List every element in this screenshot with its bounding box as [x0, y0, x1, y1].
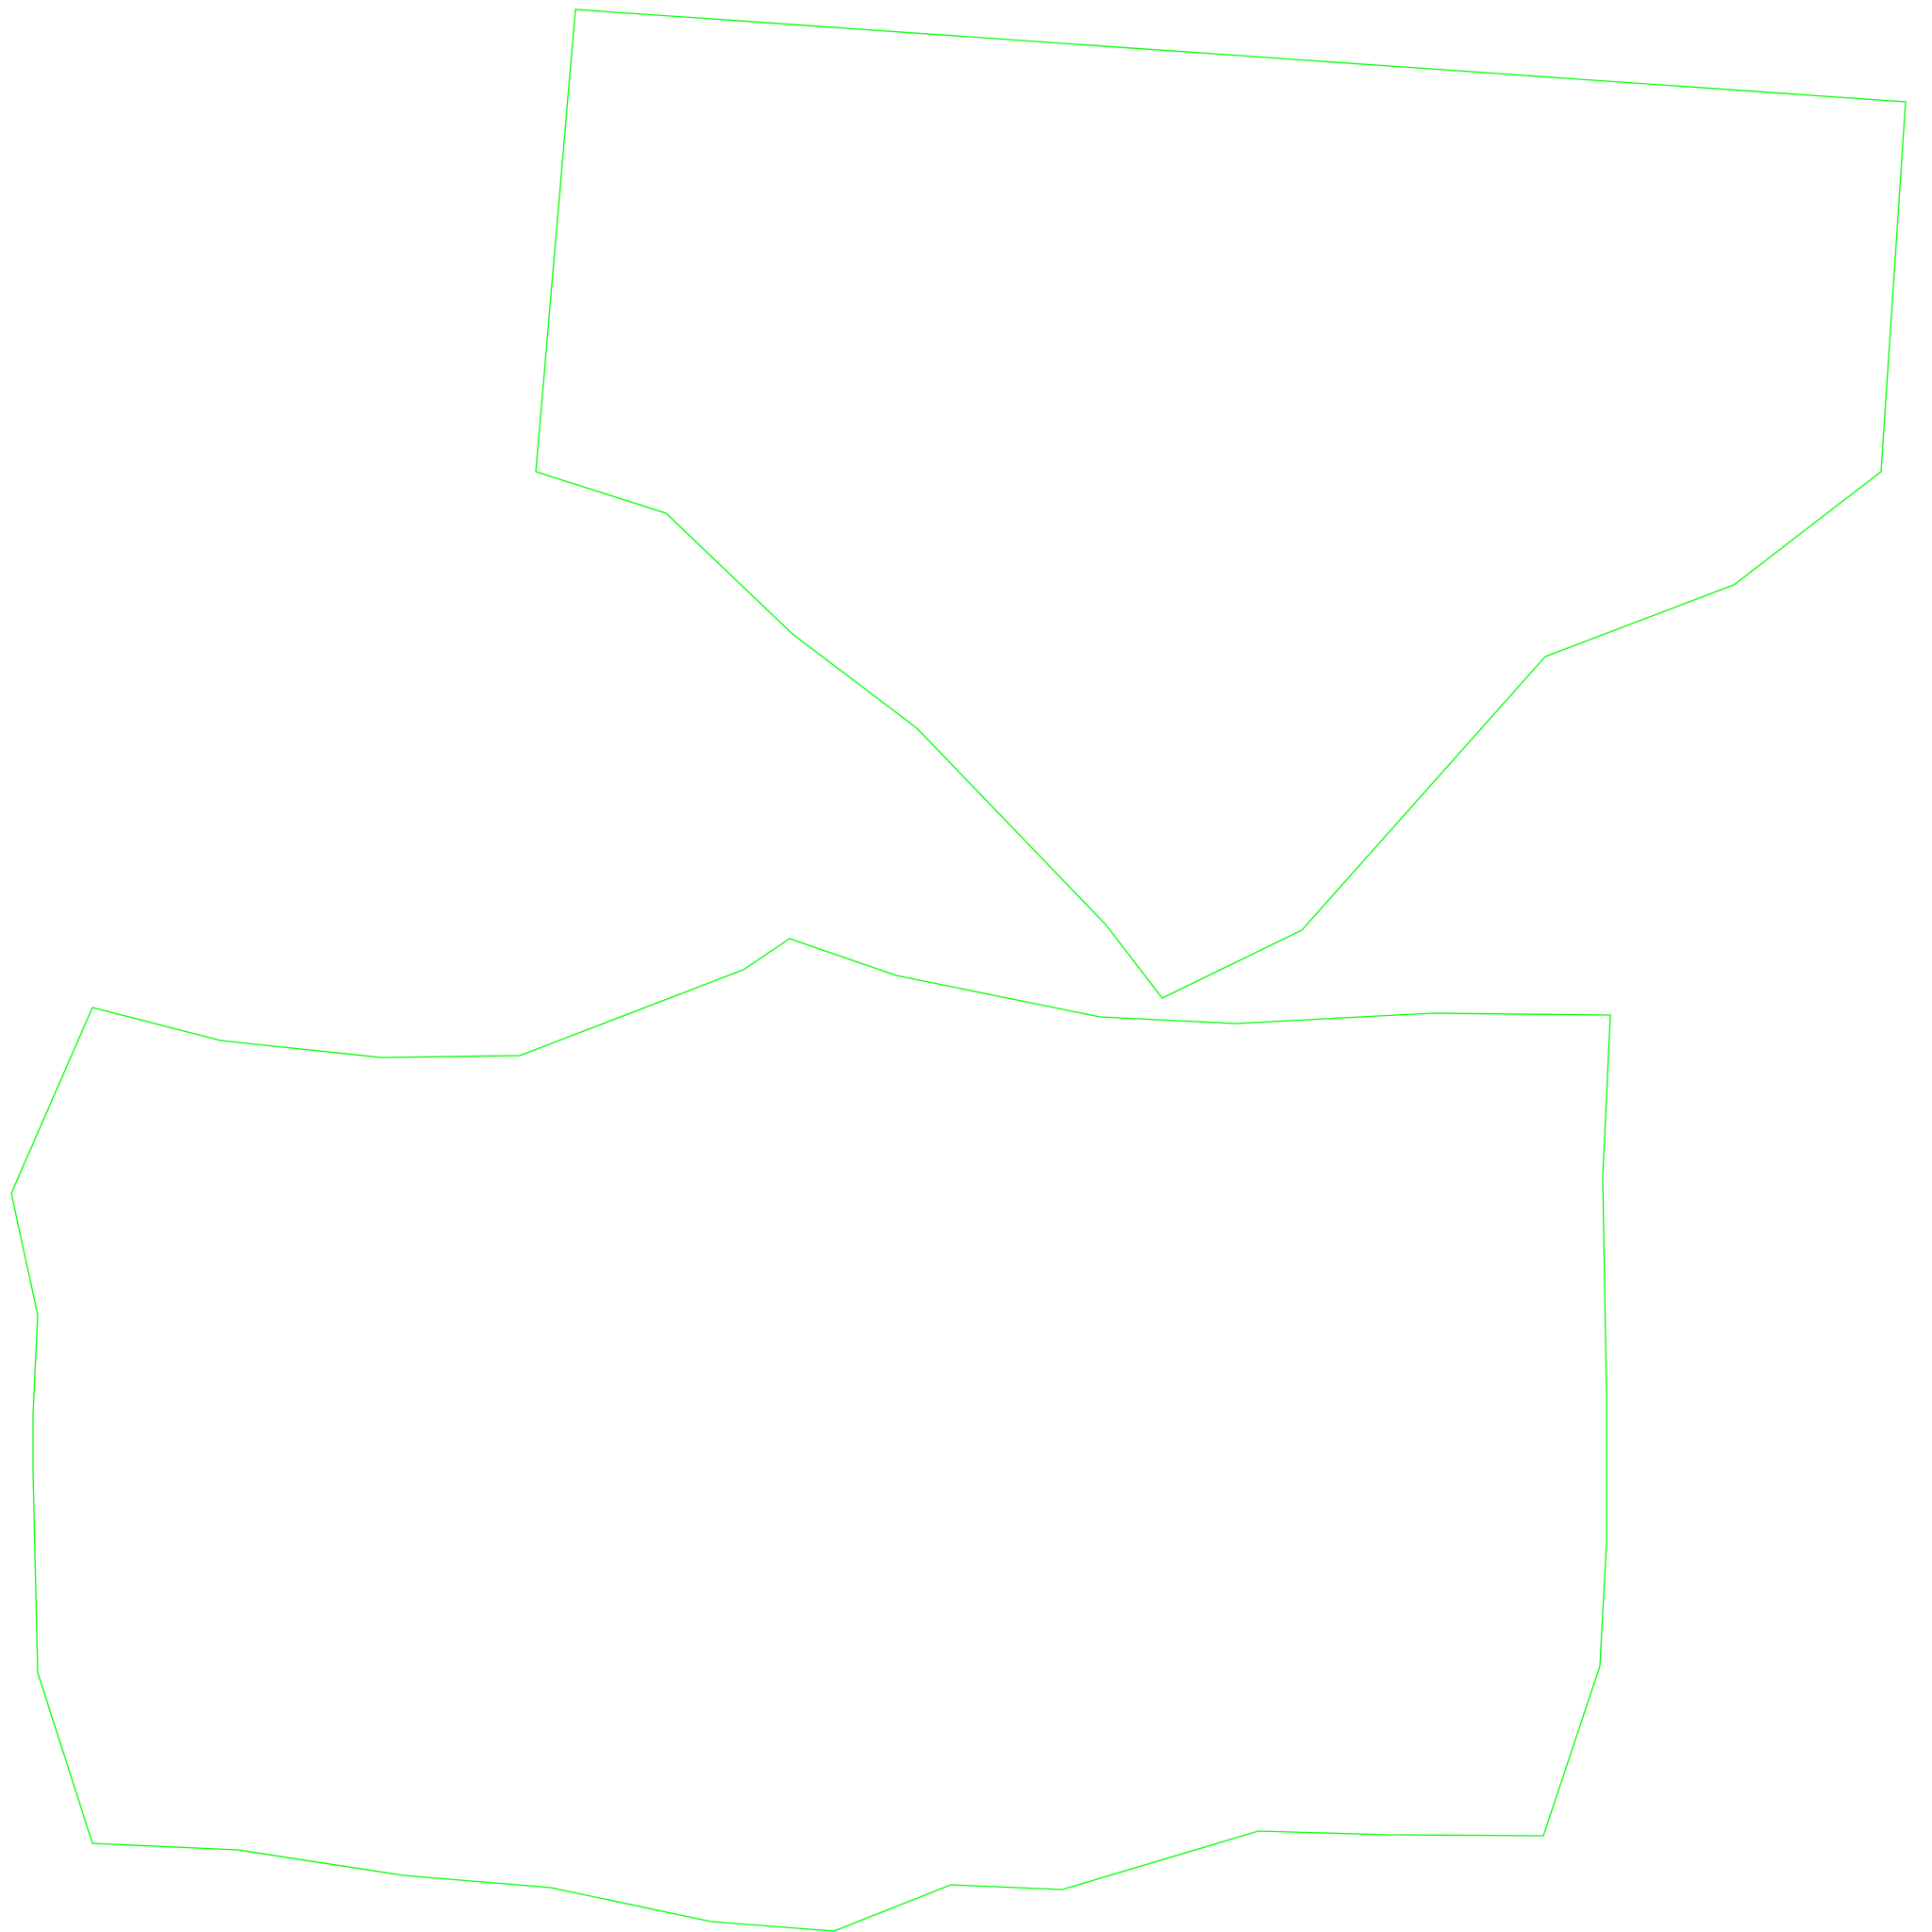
lower-polygon-outline — [10, 938, 1611, 1932]
upper-polygon-outline — [535, 8, 1907, 999]
